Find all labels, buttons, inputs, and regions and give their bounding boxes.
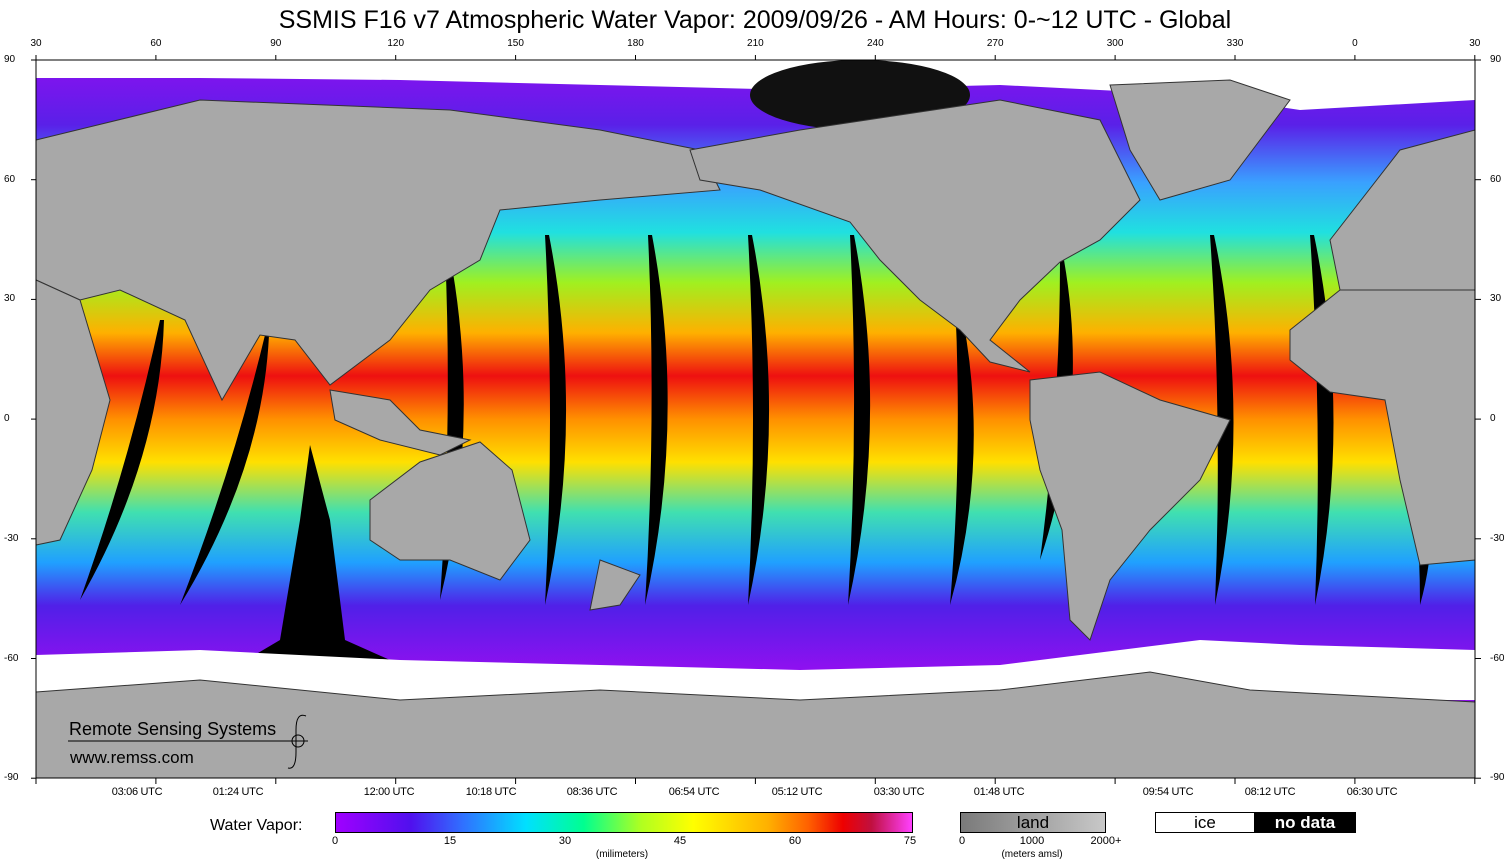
latitude-tick-right: -90 (1490, 772, 1505, 784)
swath-time-label: 12:00 UTC (363, 786, 415, 798)
swath-time-label: 09:54 UTC (1142, 786, 1194, 798)
australia-land (369, 441, 531, 581)
water-vapor-tick: 60 (788, 835, 802, 847)
longitude-tick: 0 (1352, 38, 1358, 49)
longitude-tick: 270 (986, 38, 1004, 49)
land-colorbar: land (960, 812, 1106, 833)
land-tick: 0 (958, 835, 966, 847)
no-data-legend: no data (1254, 812, 1356, 833)
no-data-swath (848, 235, 871, 605)
latitude-tick-left: 90 (4, 54, 16, 65)
eurasia-land (35, 99, 721, 402)
latitude-tick-right: -60 (1490, 652, 1505, 664)
no-data-swath (950, 300, 974, 605)
new-zealand-land (589, 559, 641, 611)
swath-time-label: 08:12 UTC (1244, 786, 1296, 798)
latitude-tick-right: 0 (1490, 413, 1496, 425)
swath-time-label: 01:24 UTC (212, 786, 264, 798)
water-vapor-units: (milimeters) (595, 849, 649, 860)
latitude-tick-right: -30 (1490, 532, 1505, 544)
swath-time-label: 05:12 UTC (771, 786, 823, 798)
swath-time-label: 06:54 UTC (668, 786, 720, 798)
longitude-tick: 120 (387, 38, 405, 49)
longitude-tick: 150 (507, 38, 524, 49)
latitude-tick-right: 60 (1490, 173, 1502, 185)
no-data-label: no data (1274, 813, 1336, 832)
latitude-tick-left: -90 (4, 772, 19, 784)
water-vapor-tick: 15 (443, 835, 457, 847)
land-units: (meters amsl) (1001, 849, 1063, 860)
longitude-tick: 210 (747, 38, 764, 49)
no-data-swath (80, 320, 164, 600)
indonesia-land (329, 389, 472, 456)
longitude-tick: 60 (150, 38, 162, 49)
legend-label: Water Vapor: (210, 817, 303, 834)
latitude-tick-left: -30 (4, 532, 19, 544)
latitude-tick-right: 30 (1490, 293, 1502, 305)
water-vapor-tick: 0 (331, 835, 339, 847)
no-data-swath (545, 235, 567, 605)
water-vapor-colorbar (335, 812, 913, 833)
ice-legend: ice (1155, 812, 1255, 833)
swath-time-label: 10:18 UTC (465, 786, 517, 798)
land-tick: 2000+ (1090, 835, 1122, 847)
latitude-tick-right: 90 (1490, 54, 1502, 65)
latitude-tick-left: 0 (4, 413, 10, 425)
water-vapor-tick: 75 (903, 835, 917, 847)
logo-url[interactable]: www.remss.com (70, 748, 194, 767)
no-data-swath (645, 235, 668, 605)
south-america-land (1029, 371, 1231, 641)
longitude-tick: 240 (866, 38, 884, 49)
no-data-swath (748, 235, 770, 605)
land-tick: 1000 (1019, 835, 1045, 847)
swath-time-label: 01:48 UTC (973, 786, 1025, 798)
water-vapor-tick: 30 (558, 835, 572, 847)
longitude-tick: 30 (30, 38, 42, 49)
longitude-tick: 330 (1226, 38, 1244, 49)
north-america-land (689, 99, 1141, 373)
longitude-tick: 90 (270, 38, 282, 49)
swath-time-label: 06:30 UTC (1346, 786, 1398, 798)
no-data-swath (170, 445, 390, 705)
ice-label: ice (1194, 813, 1216, 832)
land-label: land (1016, 813, 1050, 832)
swath-time-label: 03:06 UTC (111, 786, 163, 798)
no-data-swath (180, 335, 269, 605)
swath-time-label: 03:30 UTC (873, 786, 925, 798)
latitude-tick-left: 30 (4, 293, 16, 305)
longitude-tick: 30 (1469, 38, 1481, 49)
map-title: SSMIS F16 v7 Atmospheric Water Vapor: 20… (278, 6, 1232, 34)
latitude-tick-left: -60 (4, 652, 19, 664)
longitude-tick: 180 (627, 38, 644, 49)
logo-name: Remote Sensing Systems (69, 719, 277, 739)
swath-time-label: 08:36 UTC (566, 786, 618, 798)
water-vapor-tick: 45 (673, 835, 687, 847)
latitude-tick-left: 60 (4, 173, 16, 185)
greenland-land (1109, 79, 1291, 201)
longitude-tick: 300 (1106, 38, 1124, 49)
